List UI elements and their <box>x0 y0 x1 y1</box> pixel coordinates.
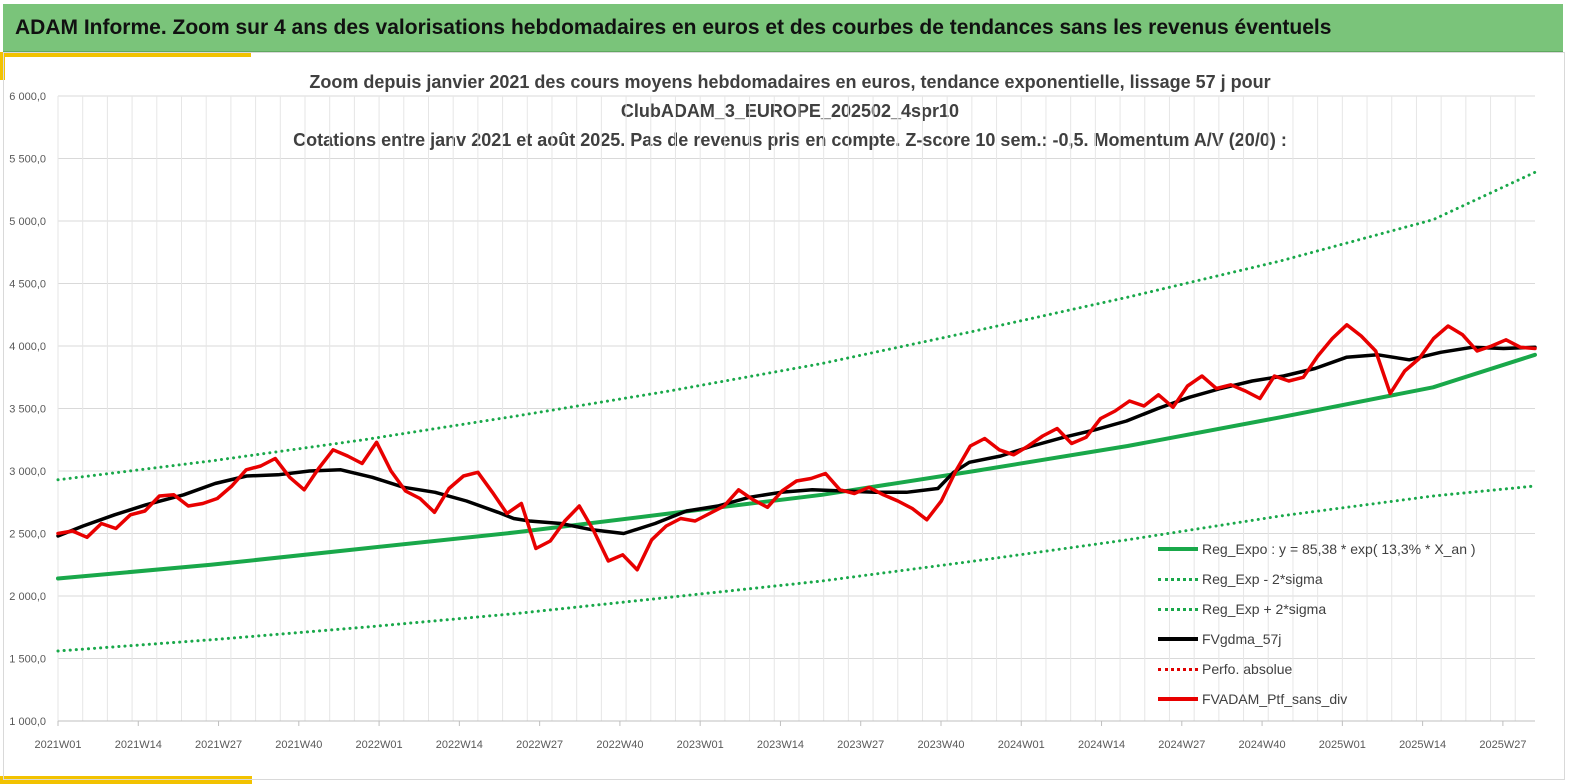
x-tick-label: 2024W01 <box>998 739 1045 751</box>
x-tick-label: 2021W40 <box>275 739 322 751</box>
legend-item-reg-expo: Reg_Expo : y = 85,38 * exp( 13,3% * X_an… <box>1158 534 1476 564</box>
chart-title-line-3: Cotations entre janv 2021 et août 2025. … <box>293 130 1287 150</box>
series-line-5 <box>56 323 1537 572</box>
series-line-2 <box>56 170 1537 482</box>
y-tick-label: 5 000,0 <box>9 216 46 228</box>
x-tick-label: 2021W27 <box>195 739 242 751</box>
x-tick-label: 2023W27 <box>837 739 884 751</box>
chart-title-block: Zoom depuis janvier 2021 des cours moyen… <box>0 68 1569 155</box>
legend-label-reg-expo: Reg_Expo : y = 85,38 * exp( 13,3% * X_an… <box>1202 541 1476 557</box>
chart-frame <box>3 52 1565 780</box>
accent-bar-left <box>0 52 5 80</box>
y-tick-label: 5 500,0 <box>9 154 46 166</box>
chart-title-line-1: Zoom depuis janvier 2021 des cours moyen… <box>309 72 1271 92</box>
x-tick-label: 2021W01 <box>34 739 81 751</box>
series-line-0 <box>56 352 1537 581</box>
legend-label-fvgdma: FVgdma_57j <box>1202 631 1282 647</box>
x-tick-label: 2023W01 <box>677 739 724 751</box>
legend-item-portfolio: FVADAM_Ptf_sans_div <box>1158 684 1476 714</box>
legend-swatch-dotted-red <box>1158 667 1198 671</box>
legend-swatch-solid-red <box>1158 697 1198 701</box>
x-tick-label: 2024W27 <box>1158 739 1205 751</box>
x-tick-label: 2022W40 <box>596 739 643 751</box>
legend-label-perfo: Perfo. absolue <box>1202 661 1293 677</box>
x-tick-label: 2021W14 <box>115 739 162 751</box>
legend-swatch-dotted-green <box>1158 577 1198 581</box>
legend-item-reg-exp-plus: Reg_Exp + 2*sigma <box>1158 594 1476 624</box>
y-tick-label: 1 000,0 <box>9 716 46 728</box>
y-tick-label: 3 500,0 <box>9 404 46 416</box>
legend-item-fvgdma: FVgdma_57j <box>1158 624 1476 654</box>
x-tick-label: 2022W01 <box>356 739 403 751</box>
legend-item-perfo: Perfo. absolue <box>1158 654 1476 684</box>
y-tick-label: 2 500,0 <box>9 529 46 541</box>
x-tick-label: 2025W01 <box>1319 739 1366 751</box>
legend-swatch-solid-black <box>1158 637 1198 641</box>
y-tick-label: 4 000,0 <box>9 341 46 353</box>
y-axis-ticks: 1 000,0 1 500,0 2 000,0 2 500,0 3 000,0 3 500… <box>9 91 46 728</box>
x-tick-label: 2024W40 <box>1239 739 1286 751</box>
accent-bar-bottom <box>0 776 252 784</box>
accent-bar-top <box>3 52 251 57</box>
chart-title-line-2: ClubADAM_3_EUROPE_202502_4spr10 <box>620 101 960 121</box>
y-tick-label: 1 500,0 <box>9 654 46 666</box>
x-axis-ticks: 2021W01 2021W14 2021W27 2021W40 2022W01 2022W… <box>34 721 1526 751</box>
series-line-3 <box>56 345 1537 538</box>
x-tick-label: 2022W14 <box>436 739 483 751</box>
x-tick-label: 2025W14 <box>1399 739 1446 751</box>
x-tick-label: 2023W14 <box>757 739 804 751</box>
chart-series <box>56 170 1537 653</box>
x-tick-label: 2023W40 <box>917 739 964 751</box>
y-tick-label: 6 000,0 <box>9 91 46 103</box>
legend-swatch-dotted-green <box>1158 607 1198 611</box>
legend-label-portfolio: FVADAM_Ptf_sans_div <box>1202 691 1348 707</box>
banner-title: ADAM Informe. Zoom sur 4 ans des valoris… <box>15 15 1332 39</box>
x-tick-label: 2025W27 <box>1479 739 1526 751</box>
report-banner: ADAM Informe. Zoom sur 4 ans des valoris… <box>3 4 1563 52</box>
legend-swatch-solid-green <box>1158 547 1198 551</box>
series-line-1 <box>56 484 1537 653</box>
y-tick-label: 4 500,0 <box>9 279 46 291</box>
chart-legend: Reg_Expo : y = 85,38 * exp( 13,3% * X_an… <box>1158 534 1476 714</box>
chart-grid <box>57 95 1535 722</box>
legend-item-reg-exp-minus: Reg_Exp - 2*sigma <box>1158 564 1476 594</box>
legend-label-reg-exp-plus: Reg_Exp + 2*sigma <box>1202 601 1327 617</box>
x-tick-label: 2024W14 <box>1078 739 1125 751</box>
y-tick-label: 2 000,0 <box>9 591 46 603</box>
legend-label-reg-exp-minus: Reg_Exp - 2*sigma <box>1202 571 1323 587</box>
x-tick-label: 2022W27 <box>516 739 563 751</box>
y-tick-label: 3 000,0 <box>9 466 46 478</box>
